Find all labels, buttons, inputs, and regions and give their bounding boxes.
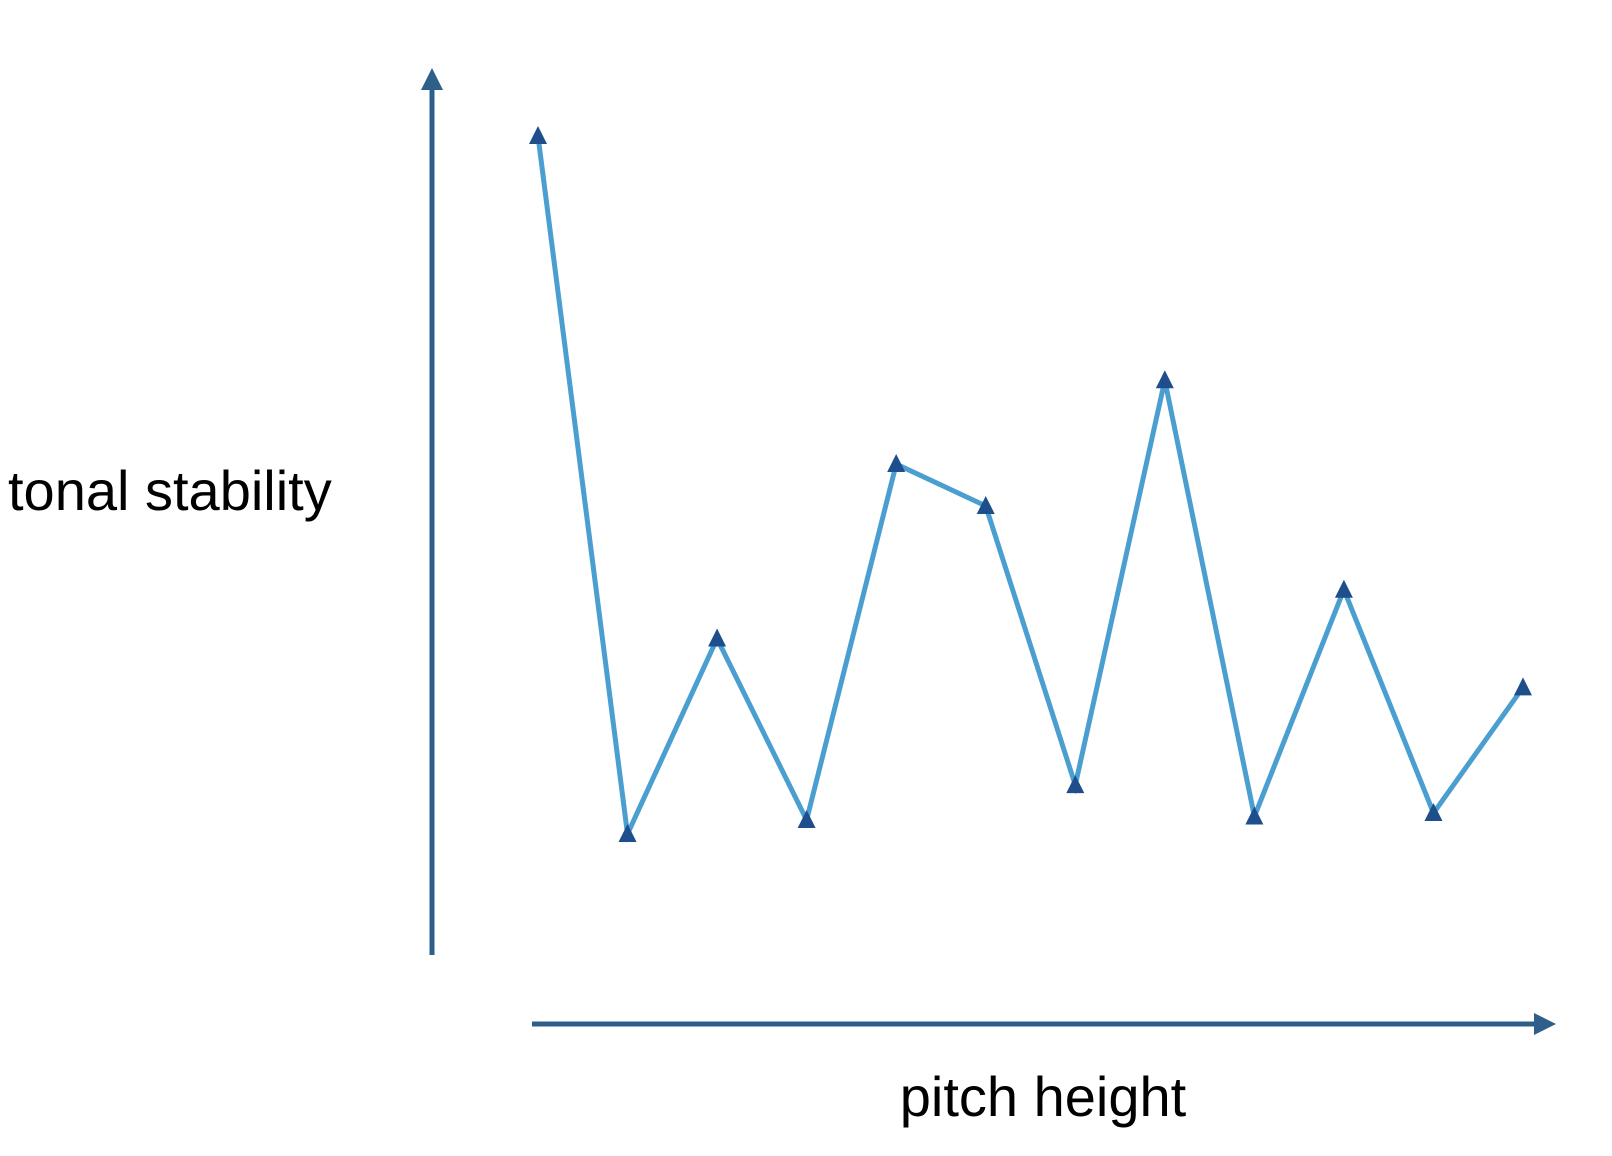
data-point-6 (976, 495, 995, 514)
x-axis (532, 1013, 1556, 1035)
x-axis-label: pitch height (900, 1065, 1187, 1128)
data-point-1 (529, 126, 547, 144)
y-axis-label: tonal stability (8, 459, 332, 522)
plot-area (529, 126, 1532, 843)
data-point-8 (1155, 370, 1174, 389)
data-point-9 (1245, 806, 1264, 825)
data-point-7 (1066, 775, 1085, 794)
data-point-10 (1334, 579, 1353, 598)
data-point-5 (887, 454, 906, 473)
data-point-2 (618, 824, 637, 842)
data-point-4 (797, 810, 816, 829)
data-point-3 (708, 628, 727, 647)
series-line (535, 135, 1526, 843)
data-point-11 (1424, 803, 1443, 822)
y-axis (421, 68, 443, 955)
data-point-12 (1514, 677, 1532, 696)
